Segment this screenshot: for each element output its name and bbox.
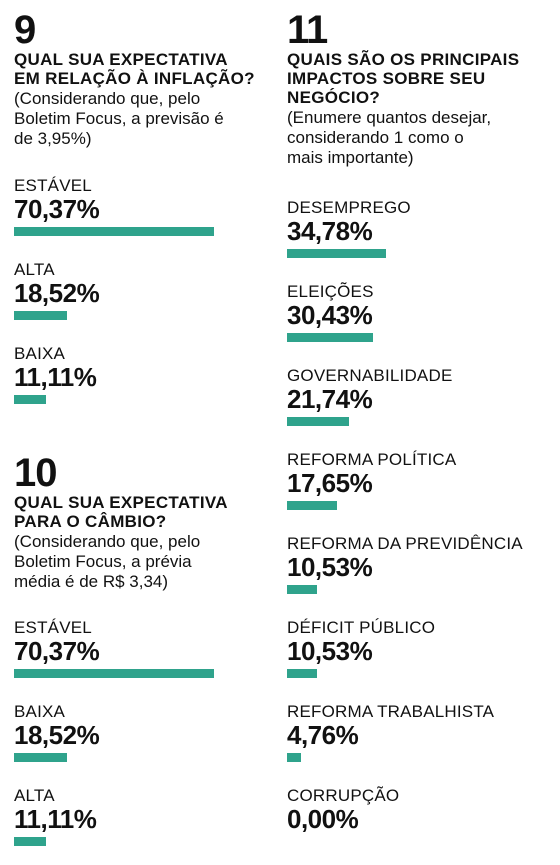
bar-item: ESTÁVEL 70,37%: [14, 177, 282, 236]
bar-value-label: 70,37%: [14, 636, 100, 666]
bar-item: BAIXA 11,11%: [14, 345, 282, 404]
bar-item: DESEMPREGO 34,78%: [287, 199, 555, 258]
bar: [287, 333, 374, 342]
bar: [287, 669, 317, 678]
question-number: 10: [14, 451, 58, 495]
question-9: 9 QUAL SUA EXPECTATIVA EM RELAÇÃO À INFL…: [14, 8, 282, 149]
bar-item: REFORMA TRABALHISTA 4,76%: [287, 703, 555, 762]
question-number: 11: [287, 8, 328, 52]
bar-value-label: 11,11%: [14, 804, 97, 834]
bar: [287, 501, 338, 510]
bar-value-label: 18,52%: [14, 720, 100, 750]
question-note: (Considerando que, pelo Boletim Focus, a…: [14, 532, 201, 591]
bar-label: ALTA: [14, 786, 55, 805]
bar-label: CORRUPÇÃO: [287, 786, 400, 805]
bar: [14, 837, 46, 846]
question-title: QUAL SUA EXPECTATIVA EM RELAÇÃO À INFLAÇ…: [14, 50, 255, 88]
bar-label: REFORMA DA PREVIDÊNCIA: [287, 534, 523, 553]
bar-label: ESTÁVEL: [14, 176, 92, 195]
bar-value-label: 4,76%: [287, 720, 359, 750]
bar: [14, 395, 46, 404]
bar-value-label: 70,37%: [14, 194, 100, 224]
bar-item: REFORMA POLÍTICA 17,65%: [287, 451, 555, 510]
question-note: (Enumere quantos desejar, considerando 1…: [287, 108, 492, 167]
bar: [287, 249, 386, 258]
question-title: QUAIS SÃO OS PRINCIPAIS IMPACTOS SOBRE S…: [287, 50, 520, 107]
bar-value-label: 21,74%: [287, 384, 373, 414]
bar: [287, 417, 349, 426]
bar-label: BAIXA: [14, 344, 66, 363]
bar-value-label: 34,78%: [287, 216, 373, 246]
bar-label: DÉFICIT PÚBLICO: [287, 618, 436, 637]
bar-item: ELEIÇÕES 30,43%: [287, 283, 555, 342]
bar: [14, 227, 214, 236]
bar-item: CORRUPÇÃO 0,00%: [287, 787, 555, 846]
bar-value-label: 10,53%: [287, 636, 373, 666]
question-note: (Considerando que, pelo Boletim Focus, a…: [14, 89, 224, 148]
bar-item: DÉFICIT PÚBLICO 10,53%: [287, 619, 555, 678]
bar: [14, 753, 67, 762]
bar-value-label: 0,00%: [287, 804, 359, 834]
question-10: 10 QUAL SUA EXPECTATIVA PARA O CÂMBIO? (…: [14, 451, 282, 592]
bar-label: ELEIÇÕES: [287, 282, 374, 301]
bar-item: ESTÁVEL 70,37%: [14, 619, 282, 678]
bar-value-label: 18,52%: [14, 278, 100, 308]
bar: [14, 311, 67, 320]
bar-item: ALTA 18,52%: [14, 261, 282, 320]
question-11: 11 QUAIS SÃO OS PRINCIPAIS IMPACTOS SOBR…: [287, 8, 555, 168]
question-number: 9: [14, 8, 36, 52]
bar-value-label: 17,65%: [287, 468, 373, 498]
bar-label: ESTÁVEL: [14, 618, 92, 637]
bar-label: DESEMPREGO: [287, 198, 411, 217]
bar-item: GOVERNABILIDADE 21,74%: [287, 367, 555, 426]
bar-value-label: 10,53%: [287, 552, 373, 582]
bar: [287, 753, 301, 762]
bar-label: GOVERNABILIDADE: [287, 366, 453, 385]
bar-value-label: 11,11%: [14, 362, 97, 392]
bar: [14, 669, 214, 678]
bar-label: ALTA: [14, 260, 55, 279]
bar-label: BAIXA: [14, 702, 66, 721]
bar-item: ALTA 11,11%: [14, 787, 282, 846]
bar-item: REFORMA DA PREVIDÊNCIA 10,53%: [287, 535, 555, 594]
bar-label: REFORMA TRABALHISTA: [287, 702, 495, 721]
bar: [287, 585, 317, 594]
question-title: QUAL SUA EXPECTATIVA PARA O CÂMBIO?: [14, 493, 228, 531]
bar-label: REFORMA POLÍTICA: [287, 450, 457, 469]
bar-value-label: 30,43%: [287, 300, 373, 330]
bar-item: BAIXA 18,52%: [14, 703, 282, 762]
